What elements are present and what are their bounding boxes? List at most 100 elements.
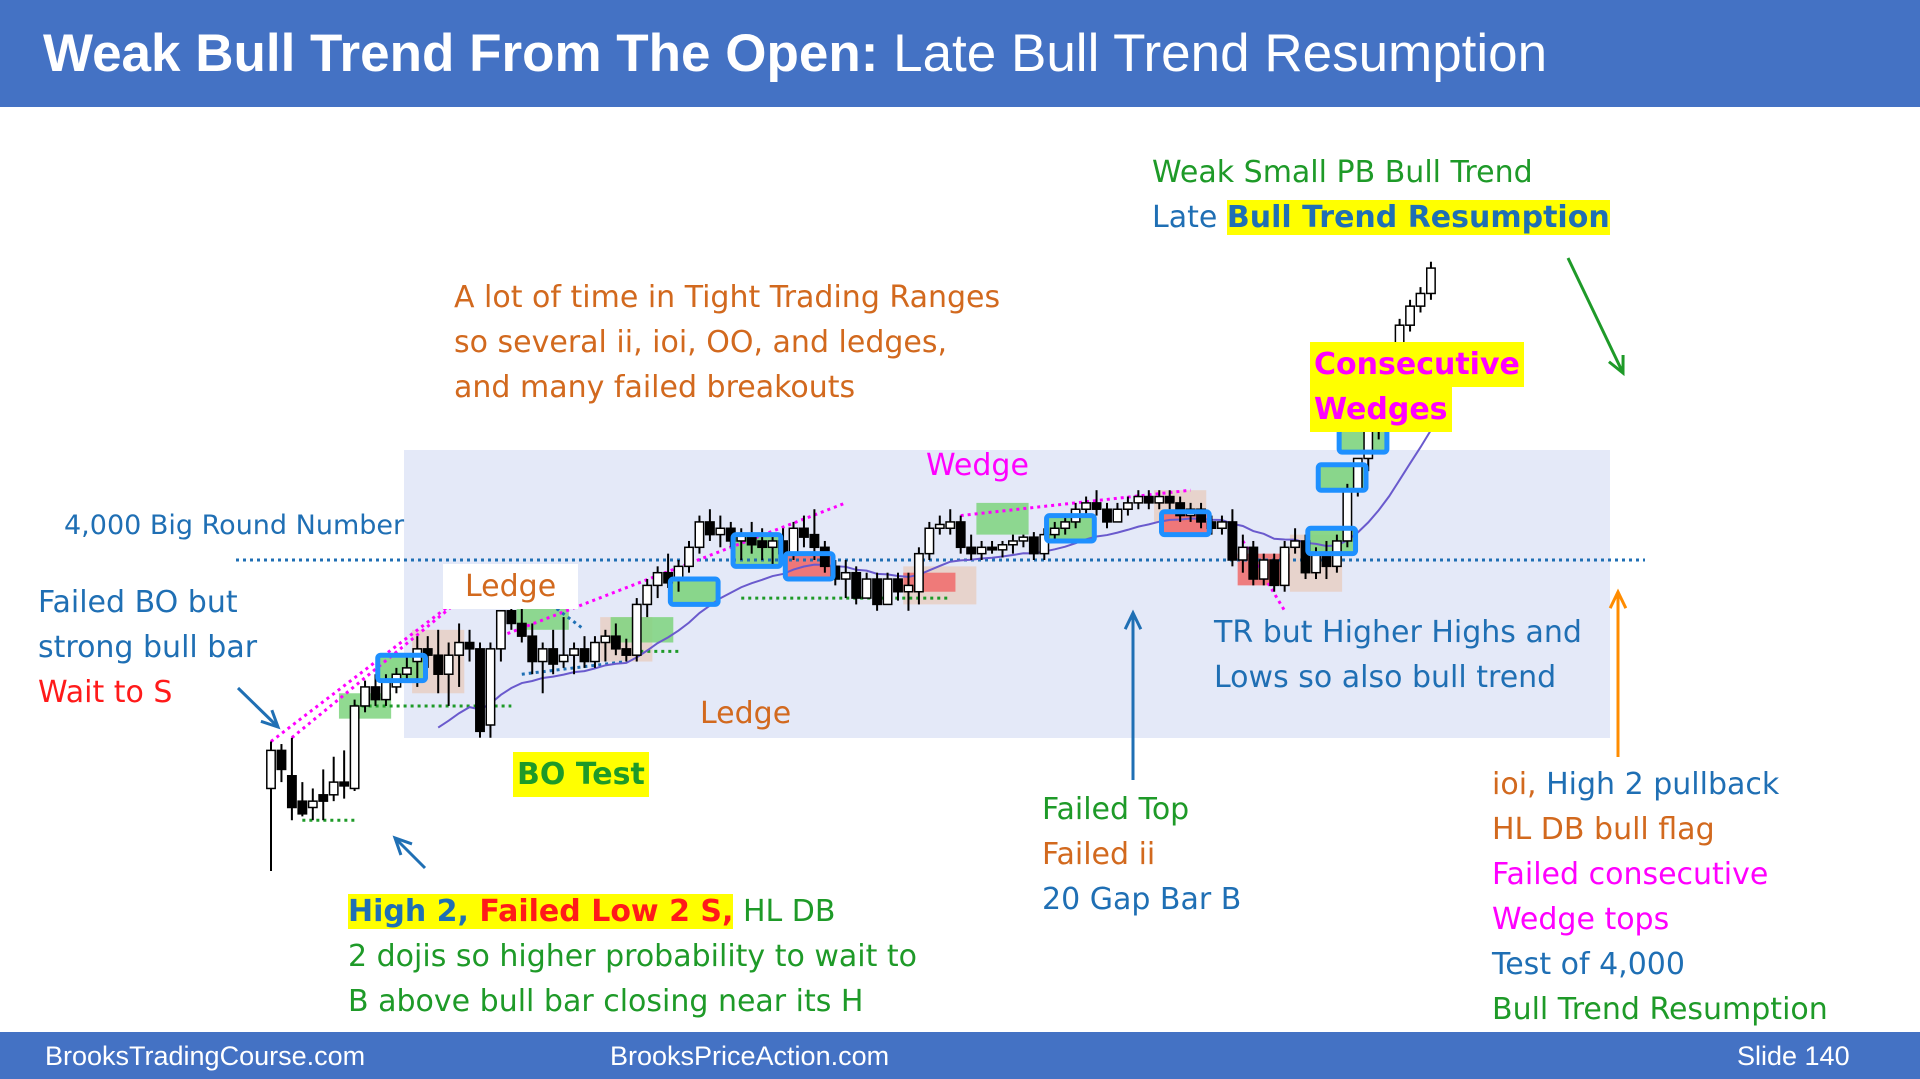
candle-16 [433,629,444,694]
ioi-line-2: HL DB bull flag [1492,812,1715,847]
candle-60 [893,572,903,601]
blue-box-4 [1044,513,1097,544]
candle-81 [1112,502,1123,523]
bear-body [809,533,820,549]
bull-body [631,603,642,656]
bull-body [1426,267,1436,295]
slide-title-rest: Late Bull Trend Resumption [893,24,1548,83]
bear-body [1196,508,1206,523]
candle-97 [1279,540,1290,592]
candle-6 [328,756,339,802]
bear-body [318,794,329,802]
failed-bo-line-2: strong bull bar [38,630,258,665]
blue-box-6 [1315,462,1369,493]
bear-body [1091,502,1102,510]
candle-31 [590,636,600,668]
bull-body [1049,527,1060,536]
candle-95 [1258,553,1269,586]
bear-body [276,749,287,771]
candle-69 [987,540,997,554]
bull-body [652,571,663,587]
failed-top-line-1: Failed Top [1042,792,1190,827]
bull-body [1060,521,1071,530]
candle-76 [1060,515,1071,535]
candle-58 [872,572,883,611]
ioi-line-6: Bull Trend Resumption [1492,992,1828,1027]
candle-34 [621,638,632,662]
bull-body [1081,502,1092,510]
green-box-ledge [610,617,674,643]
candle-8 [349,699,360,791]
candle-103 [1342,483,1353,548]
candle-85 [1154,490,1165,510]
bull-body [1405,305,1415,326]
candle-17 [443,642,454,706]
bear-body [704,521,715,536]
candle-73 [1028,532,1039,560]
bull-body [495,610,506,650]
bear-body [799,527,809,538]
resumption-arrow [1566,257,1625,377]
high2-pullback-text: High 2 pullback [1546,767,1780,802]
bear-body [955,521,966,549]
candle-98 [1290,528,1301,554]
title-bar: Weak Bull Trend From The Open: Late Bull… [0,0,1920,107]
candle-28 [558,617,569,668]
ioi-line-1: ioi, High 2 pullback [1492,762,1779,807]
candle-110 [1415,287,1426,313]
bull-body [715,527,726,536]
candle-29 [569,642,579,675]
candle-111 [1426,261,1436,300]
candle-10 [370,674,381,706]
candle-20 [475,642,485,738]
bull-body [997,544,1008,551]
blue-box-5 [1305,525,1359,557]
candle-67 [966,534,977,560]
candle-48 [767,534,778,567]
candle-86 [1164,490,1175,510]
bull-body [1237,546,1248,561]
failed-bo-line-3: Wait to S [38,675,173,710]
bull-body [976,546,987,555]
candle-4 [307,788,318,821]
bull-body [1217,521,1227,530]
blue-box-2-fill [670,579,719,605]
candle-36 [642,579,653,618]
bull-body [1133,495,1144,504]
bull-body [1122,502,1133,510]
bull-body [349,705,360,790]
candle-70 [997,540,1008,558]
big-round-number-label: 4,000 Big Round Number [64,510,405,541]
candle-7 [339,750,350,799]
ioi-arrow [1608,588,1628,757]
ledge-top-label: Ledge [443,564,579,609]
weak-small-pb-label: Weak Small PB Bull Trend [1152,155,1533,190]
tight-tr-line-2: so several ii, ioi, OO, and ledges, [454,325,948,360]
bear-body [506,610,517,625]
bull-body [1279,546,1290,587]
bear-body [297,800,308,815]
bull-body [642,584,653,606]
bull-body [788,527,799,555]
wedges-label: Wedges [1310,387,1452,432]
candle-24 [516,604,527,643]
bull-body [840,571,851,580]
trading-range-zone [404,450,1610,738]
high2-arrow [392,835,427,870]
bear-body [621,648,632,656]
bull-body [537,648,548,663]
bull-body [1311,552,1321,574]
bear-body [1028,536,1039,555]
price-chart [236,257,1645,871]
bear-body [433,654,444,675]
tr-hh-line-1: TR but Higher Highs and [1214,615,1582,650]
candle-13 [401,655,412,681]
bull-trend-resumption-highlight: Bull Trend Resumption [1226,200,1610,235]
bull-body [1112,508,1123,523]
blue-box-red-2 [1159,509,1212,538]
ioi-line-5: Test of 4,000 [1492,947,1685,982]
bear-body [1143,495,1154,504]
ledge-bottom-label: Ledge [700,696,792,731]
ioi-word: ioi, [1492,767,1537,802]
bull-body [861,578,872,599]
